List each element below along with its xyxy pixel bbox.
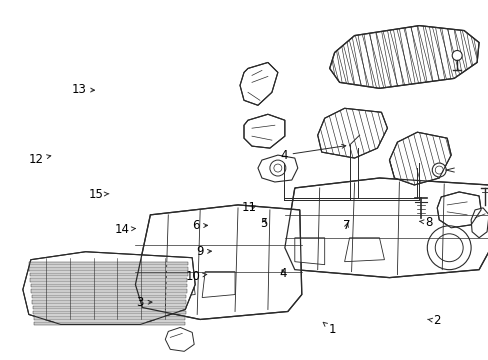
Polygon shape (202, 272, 235, 298)
Text: 4: 4 (280, 144, 345, 162)
Text: 8: 8 (419, 216, 431, 229)
Text: 12: 12 (28, 153, 51, 166)
Circle shape (451, 50, 461, 60)
Polygon shape (31, 284, 186, 287)
Text: 1: 1 (323, 322, 335, 336)
Polygon shape (165, 328, 194, 351)
Polygon shape (33, 306, 185, 309)
Polygon shape (33, 311, 185, 315)
Text: 7: 7 (343, 219, 350, 233)
Text: 10: 10 (185, 270, 206, 283)
Text: 14: 14 (114, 223, 135, 236)
Polygon shape (30, 278, 187, 282)
Text: 13: 13 (71, 83, 94, 96)
Polygon shape (294, 238, 324, 265)
Polygon shape (135, 205, 301, 319)
Polygon shape (470, 208, 488, 238)
Text: 4: 4 (279, 267, 286, 280)
Text: 3: 3 (136, 296, 152, 309)
Polygon shape (32, 300, 186, 303)
Polygon shape (31, 289, 186, 293)
Circle shape (434, 166, 442, 174)
Polygon shape (436, 192, 480, 228)
Polygon shape (285, 178, 488, 278)
Text: 15: 15 (88, 188, 109, 201)
Polygon shape (34, 316, 185, 320)
Text: 5: 5 (260, 216, 267, 230)
Polygon shape (32, 294, 186, 298)
Circle shape (431, 163, 446, 177)
Text: 2: 2 (427, 314, 440, 328)
Polygon shape (344, 238, 384, 262)
Circle shape (434, 234, 462, 262)
Polygon shape (30, 273, 187, 276)
Text: 9: 9 (196, 245, 211, 258)
Polygon shape (388, 132, 450, 185)
Polygon shape (329, 26, 478, 88)
Circle shape (427, 226, 470, 270)
Polygon shape (29, 267, 187, 271)
Polygon shape (258, 155, 297, 182)
Polygon shape (244, 114, 285, 148)
Polygon shape (158, 272, 195, 298)
Text: 11: 11 (242, 202, 256, 215)
Text: 6: 6 (192, 219, 207, 233)
Polygon shape (29, 262, 188, 265)
Polygon shape (240, 62, 277, 105)
Polygon shape (317, 108, 386, 158)
Circle shape (269, 160, 285, 176)
Polygon shape (23, 252, 195, 324)
Circle shape (273, 164, 281, 172)
Polygon shape (34, 322, 184, 325)
